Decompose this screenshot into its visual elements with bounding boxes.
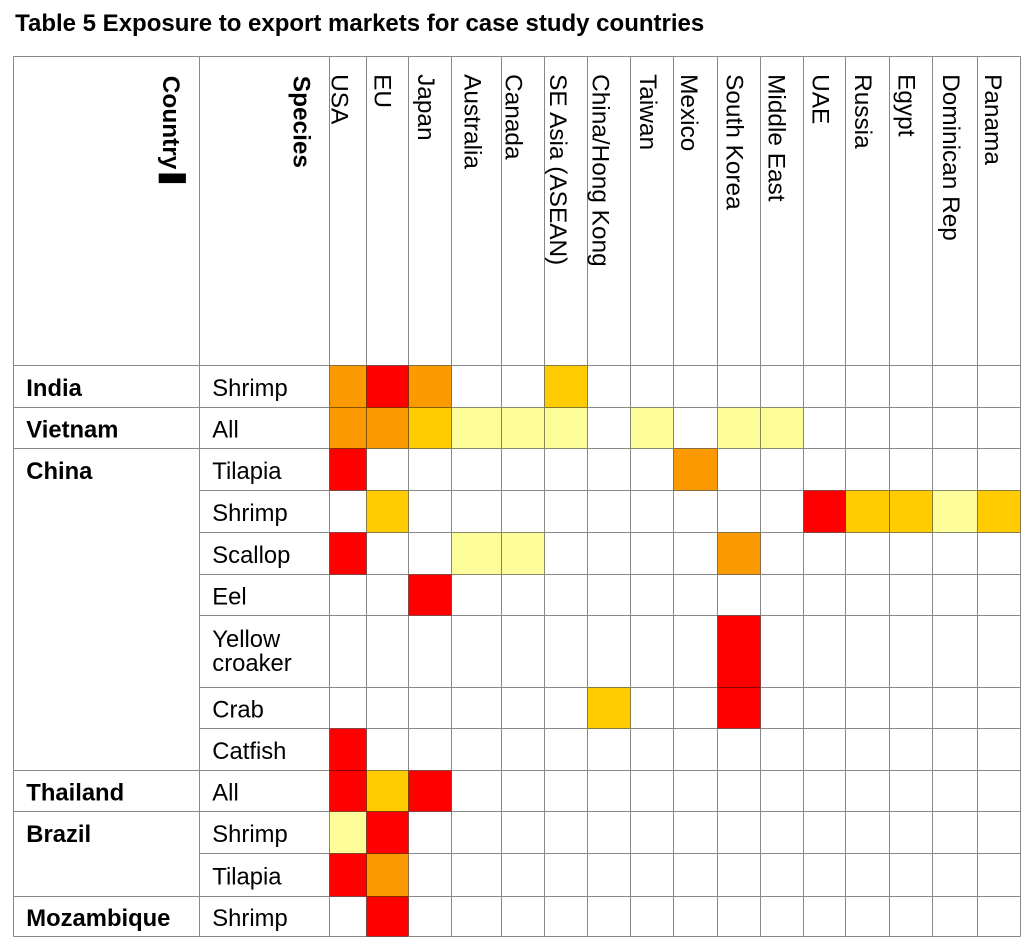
svg-text:croaker: croaker	[212, 650, 291, 677]
svg-text:Catfish: Catfish	[212, 738, 286, 765]
svg-text:Scallop: Scallop	[212, 542, 290, 569]
svg-text:Russia: Russia	[849, 74, 876, 149]
svg-text:Species: Species	[287, 76, 314, 168]
svg-text:Vietnam: Vietnam	[26, 416, 118, 443]
svg-text:All: All	[212, 416, 238, 443]
svg-text:Yellow: Yellow	[212, 626, 281, 653]
svg-text:Tilapia: Tilapia	[212, 458, 282, 485]
svg-text:Country: Country	[157, 76, 184, 170]
svg-text:Mexico: Mexico	[675, 74, 702, 151]
svg-text:Taiwan: Taiwan	[634, 74, 661, 150]
svg-text:China: China	[26, 458, 93, 485]
svg-text:Egypt: Egypt	[892, 74, 919, 137]
svg-text:Thailand: Thailand	[26, 779, 124, 806]
svg-text:Canada: Canada	[499, 74, 526, 160]
svg-text:USA: USA	[326, 74, 353, 125]
svg-text:Eel: Eel	[212, 583, 246, 610]
svg-text:Australia: Australia	[459, 74, 486, 169]
svg-text:Shrimp: Shrimp	[212, 500, 287, 527]
svg-text:Panama: Panama	[979, 74, 1006, 165]
svg-text:EU: EU	[369, 74, 396, 108]
svg-text:China/Hong Kong: China/Hong Kong	[586, 74, 613, 267]
svg-text:Crab: Crab	[212, 696, 264, 723]
svg-text:Shrimp: Shrimp	[212, 375, 287, 402]
svg-text:UAE: UAE	[807, 74, 834, 124]
svg-text:Brazil: Brazil	[26, 821, 91, 848]
svg-text:Shrimp: Shrimp	[212, 821, 287, 848]
svg-text:South Korea: South Korea	[721, 74, 748, 210]
svg-text:Japan: Japan	[412, 74, 439, 140]
svg-text:India: India	[26, 375, 82, 402]
svg-text:Table 5 Exposure to export mar: Table 5 Exposure to export markets for c…	[15, 10, 704, 37]
svg-text:Middle East: Middle East	[762, 74, 789, 202]
svg-text:Tilapia: Tilapia	[212, 863, 282, 890]
svg-text:Shrimp: Shrimp	[212, 905, 287, 932]
svg-text:Mozambique: Mozambique	[26, 905, 170, 932]
svg-text:All: All	[212, 779, 238, 806]
svg-text:Dominican Rep: Dominican Rep	[937, 74, 964, 241]
svg-text:SE Asia (ASEAN): SE Asia (ASEAN)	[544, 74, 571, 265]
